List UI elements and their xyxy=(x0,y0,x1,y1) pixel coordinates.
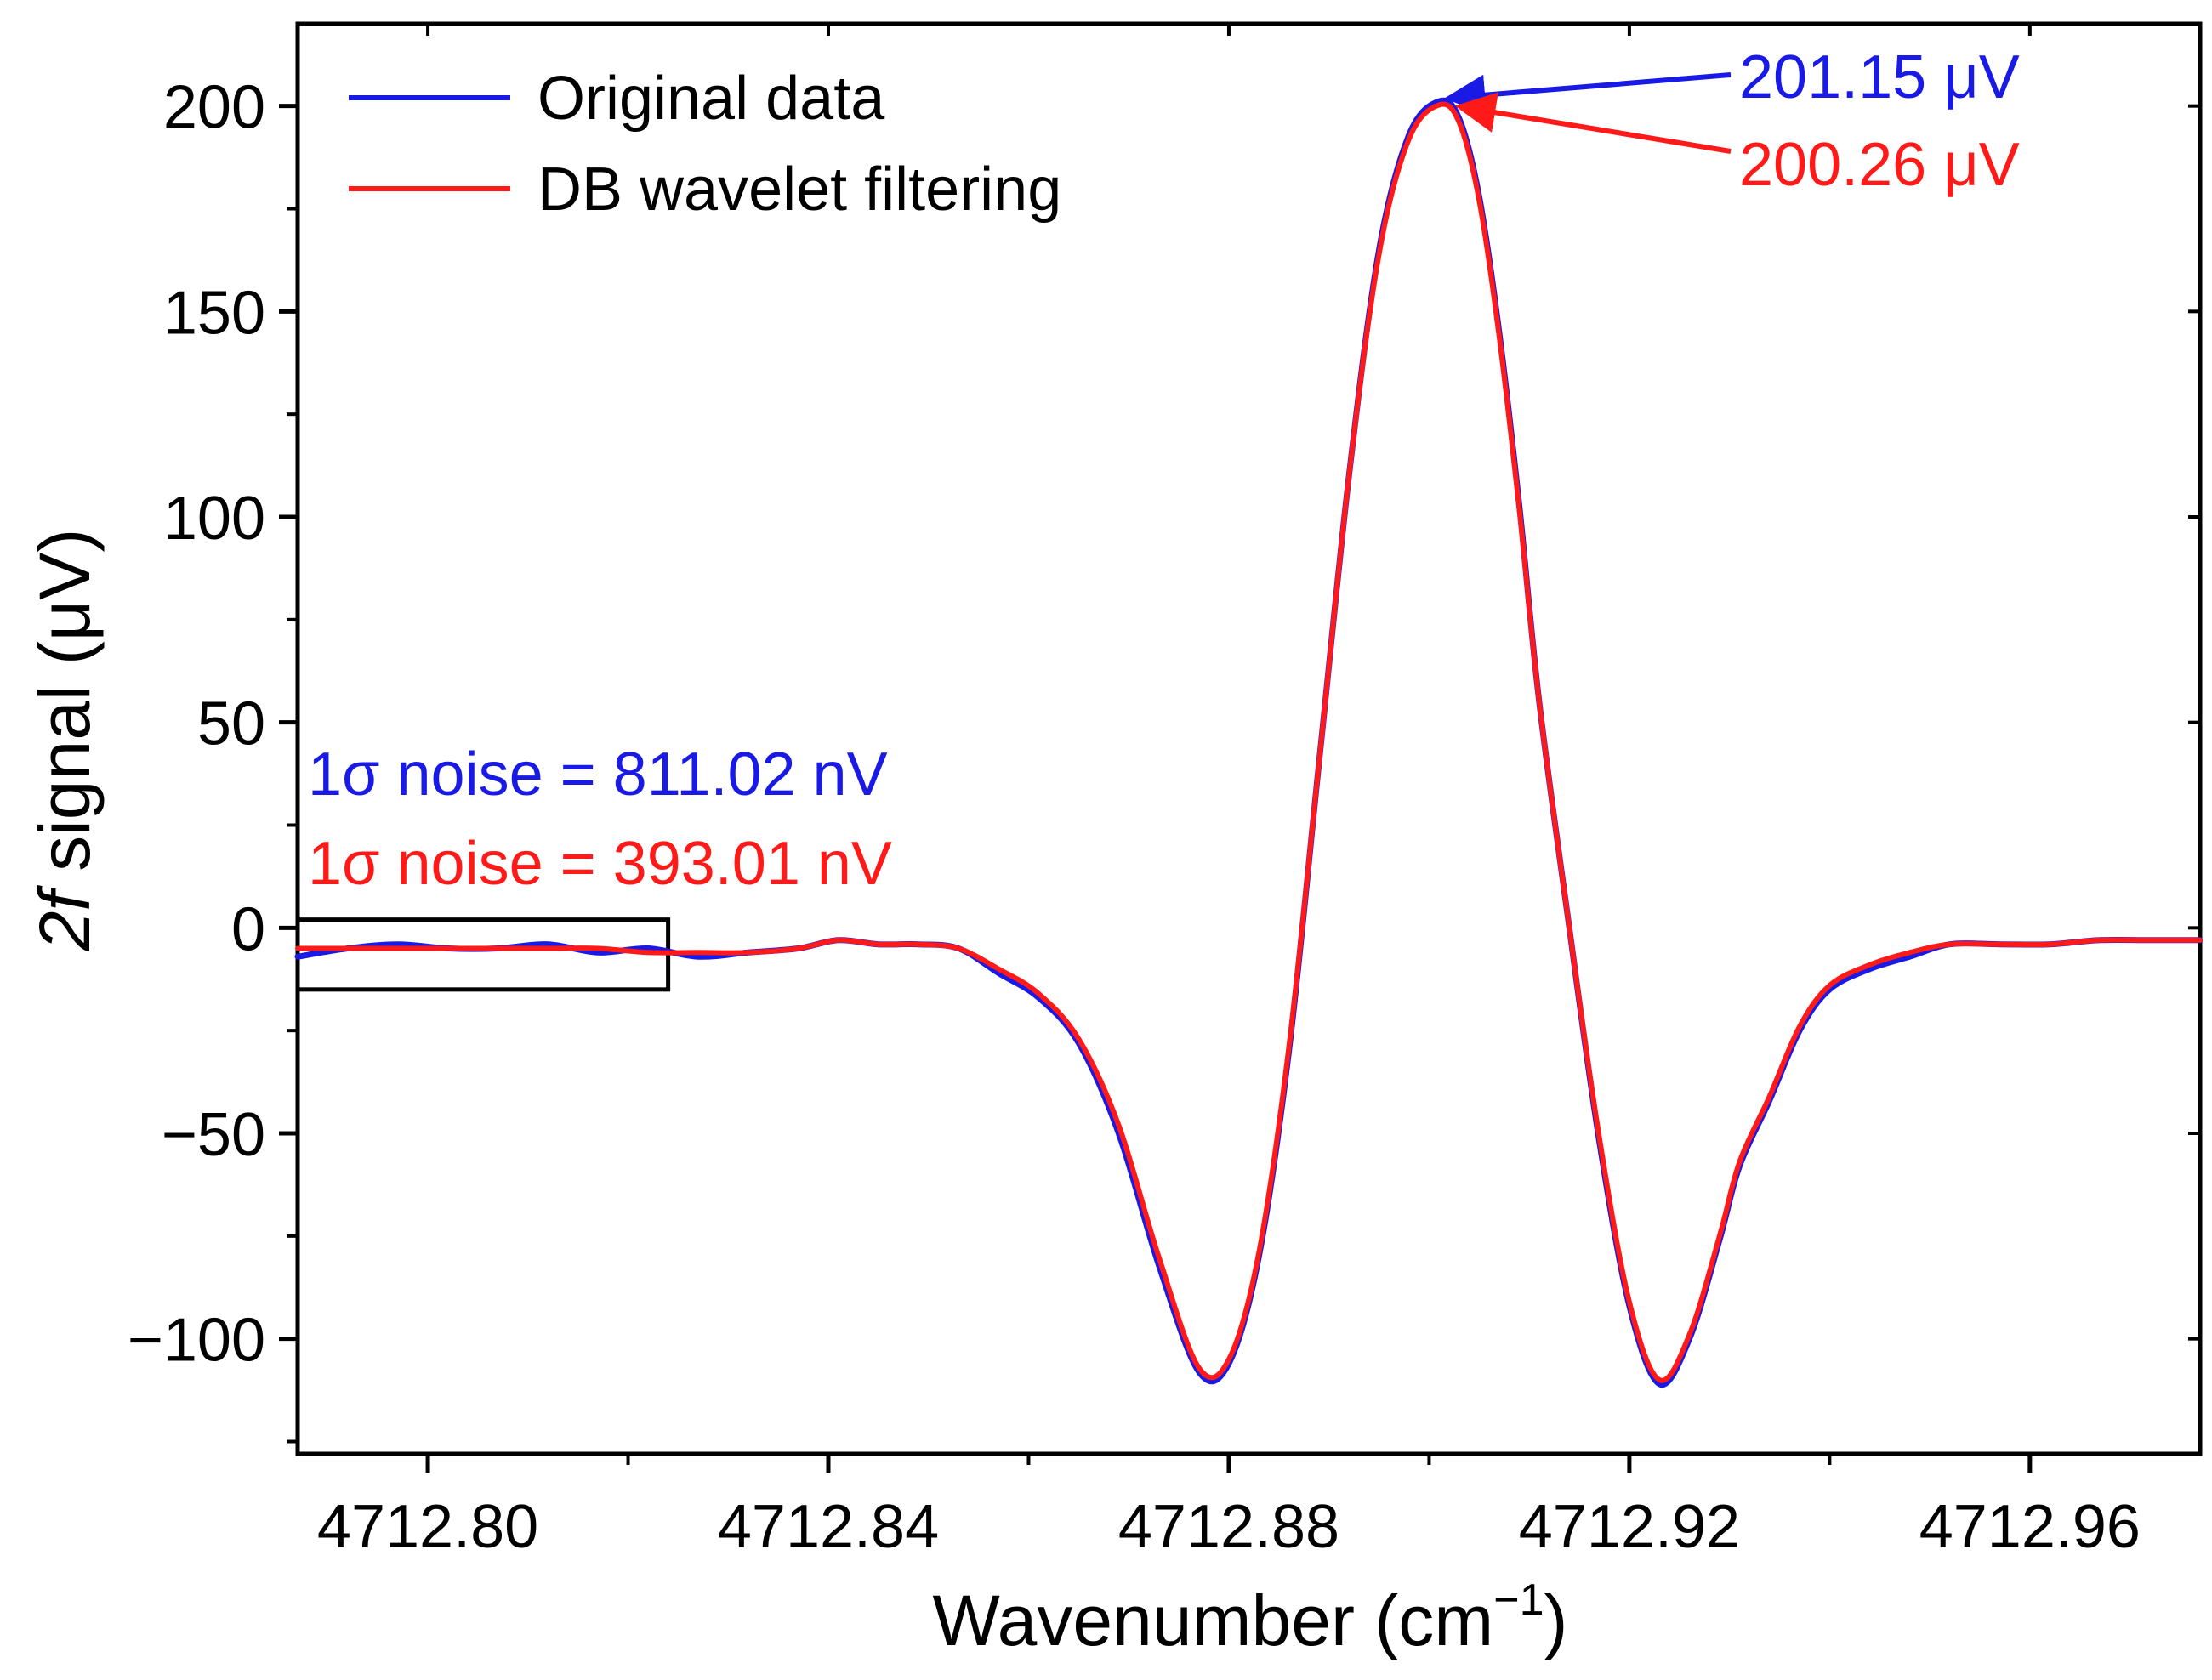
peak-label-filtered: 200.26 μV xyxy=(1739,131,2020,199)
x-axis-title: Wavenumber (cm−1) xyxy=(933,1575,1568,1660)
y-tick-label: 50 xyxy=(197,690,265,758)
x-tick-label: 4712.88 xyxy=(1118,1493,1339,1561)
x-tick-labels: 4712.80 4712.84 4712.88 4712.92 4712.96 xyxy=(317,1493,2141,1561)
x-axis-ticks xyxy=(425,24,2033,1473)
peak-arrow-filtered xyxy=(1454,92,1732,154)
legend-label-original: Original data xyxy=(537,65,885,133)
y-axis-ticks xyxy=(279,104,2200,1444)
y-tick-label: 150 xyxy=(163,279,265,347)
y-axis-title: 2f signal (μV) xyxy=(25,529,105,952)
y-tick-labels: 200 150 100 50 0 −50 −100 xyxy=(128,74,265,1375)
legend-label-filtered: DB wavelet filtering xyxy=(537,156,1061,224)
y-tick-label: −100 xyxy=(128,1307,265,1375)
plot-area xyxy=(295,21,2203,1456)
x-tick-label: 4712.84 xyxy=(718,1493,939,1561)
y-tick-label: −50 xyxy=(162,1101,265,1169)
legend: Original data DB wavelet filtering xyxy=(349,65,1061,224)
series-line-filtered xyxy=(295,101,2203,1383)
peak-label-original: 201.15 μV xyxy=(1739,43,2020,111)
y-tick-label: 100 xyxy=(163,485,265,553)
y-tick-label: 0 xyxy=(231,895,265,963)
noise-label-original: 1σ noise = 811.02 nV xyxy=(308,741,888,809)
x-tick-label: 4712.92 xyxy=(1519,1493,1740,1561)
series-layer xyxy=(294,97,2203,1388)
noise-label-filtered: 1σ noise = 393.01 nV xyxy=(308,830,892,898)
x-tick-label: 4712.96 xyxy=(1919,1493,2141,1561)
x-tick-label: 4712.80 xyxy=(317,1493,538,1561)
y-tick-label: 200 xyxy=(163,74,265,142)
